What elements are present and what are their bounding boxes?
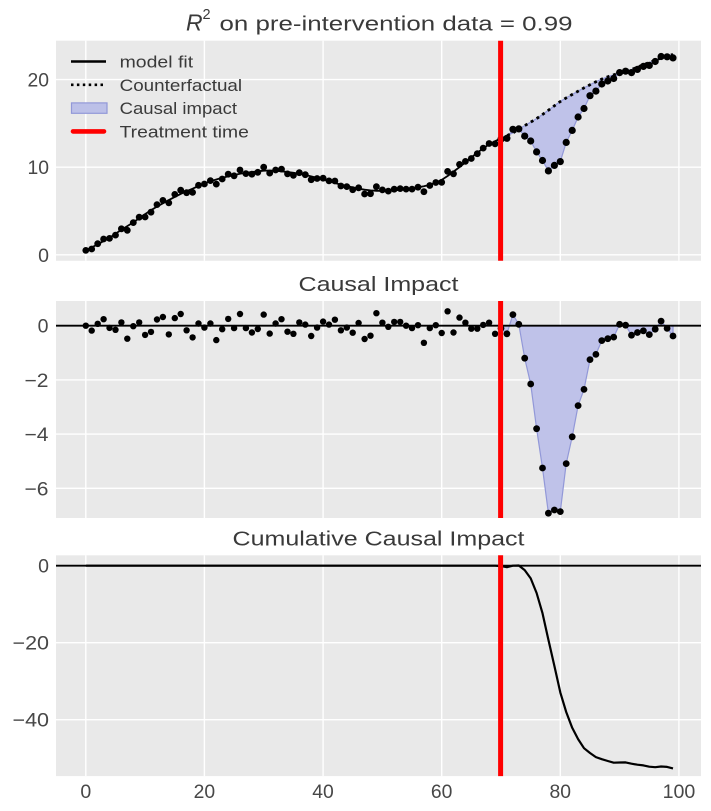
svg-text:−40: −40: [13, 710, 50, 732]
svg-text:Treatment time: Treatment time: [120, 123, 249, 141]
svg-text:0: 0: [38, 316, 49, 338]
svg-text:on pre-intervention data = 0.9: on pre-intervention data = 0.99: [220, 13, 573, 36]
svg-text:−2: −2: [25, 370, 49, 392]
svg-text:Causal impact: Causal impact: [120, 100, 238, 118]
svg-text:Causal Impact: Causal Impact: [299, 273, 459, 296]
svg-text:20: 20: [28, 70, 50, 92]
svg-text:−4: −4: [25, 424, 49, 446]
svg-text:0: 0: [38, 245, 49, 267]
svg-text:100: 100: [663, 781, 696, 803]
svg-text:Cumulative Causal Impact: Cumulative Causal Impact: [233, 528, 525, 551]
svg-text:80: 80: [550, 781, 572, 803]
svg-text:Counterfactual: Counterfactual: [120, 77, 242, 95]
svg-text:0: 0: [38, 556, 49, 578]
svg-text:−6: −6: [25, 478, 49, 500]
svg-text:60: 60: [431, 781, 453, 803]
svg-text:0: 0: [80, 781, 91, 803]
svg-text:−20: −20: [13, 633, 50, 655]
svg-text:model fit: model fit: [120, 54, 194, 72]
svg-text:10: 10: [28, 157, 50, 179]
svg-text:20: 20: [194, 781, 216, 803]
svg-text:R: R: [186, 10, 203, 36]
svg-text:2: 2: [203, 7, 211, 23]
svg-text:40: 40: [312, 781, 334, 803]
